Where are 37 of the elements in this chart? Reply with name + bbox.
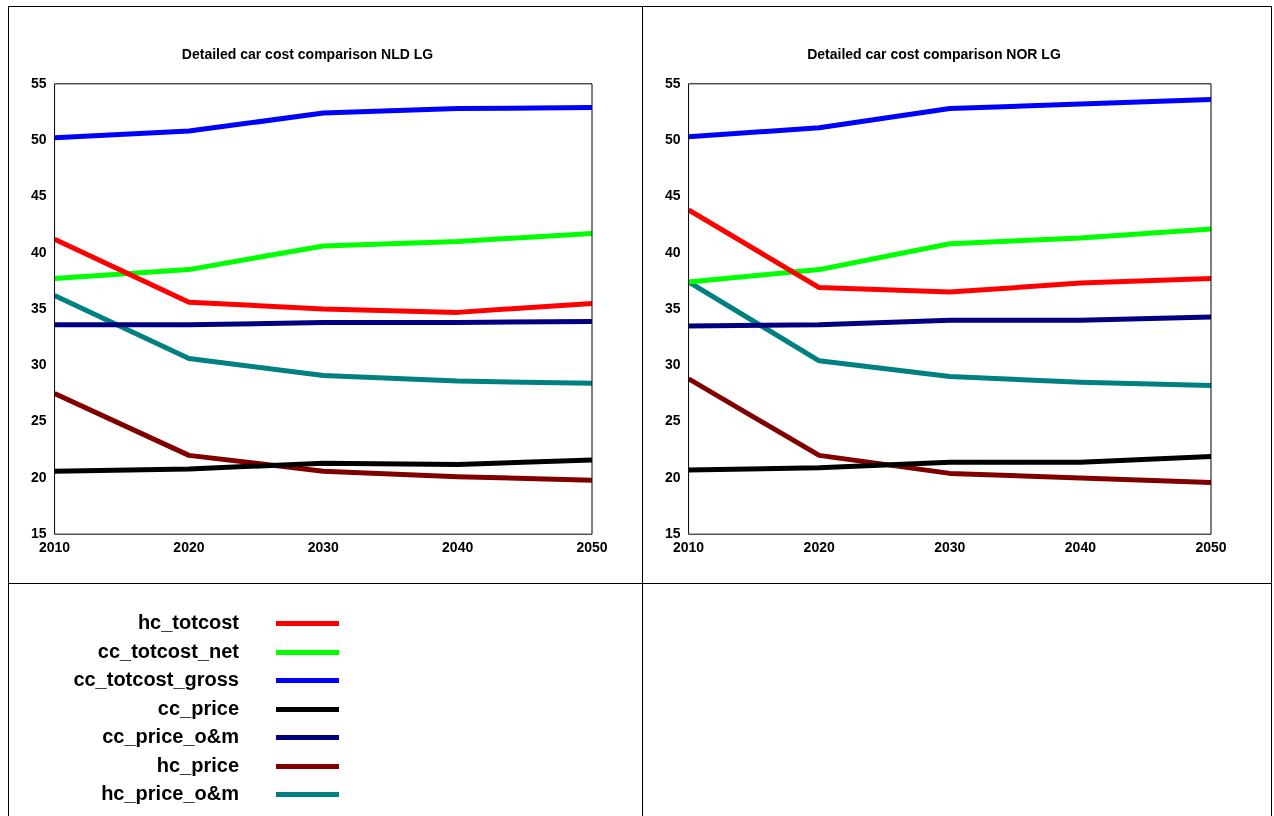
legend-label: cc_totcost_net	[96, 639, 239, 663]
y-tick-label: 50	[664, 130, 681, 147]
legend-label: hc_price_o&m	[100, 782, 239, 805]
y-tick-label: 55	[30, 74, 47, 91]
y-tick-label: 25	[664, 412, 681, 429]
y-tick-label: 35	[30, 299, 47, 316]
y-tick-label: 40	[30, 243, 47, 260]
y-tick-label: 35	[664, 299, 681, 316]
legend-label: cc_price	[156, 696, 239, 720]
y-tick-label: 40	[664, 243, 681, 260]
y-tick-label: 50	[30, 130, 47, 147]
x-tick-label: 2020	[173, 539, 205, 556]
legend-label: hc_price	[155, 753, 239, 777]
y-tick-label: 15	[664, 525, 681, 542]
chart-title: Detailed car cost comparison NOR LG	[807, 46, 1061, 63]
x-tick-label: 2050	[576, 539, 608, 556]
x-tick-label: 2040	[442, 539, 474, 556]
y-tick-label: 30	[30, 356, 47, 373]
x-tick-label: 2030	[307, 539, 340, 556]
legend-label: cc_totcost_gross	[72, 668, 239, 691]
x-tick-label: 2010	[38, 539, 71, 556]
y-tick-label: 55	[664, 74, 681, 91]
legend-label: hc_totcost	[136, 611, 239, 634]
y-tick-label: 45	[664, 187, 681, 204]
x-tick-label: 2040	[1064, 539, 1097, 556]
y-tick-label: 20	[664, 468, 681, 485]
y-tick-label: 30	[664, 356, 681, 373]
y-tick-label: 25	[30, 412, 47, 429]
x-tick-label: 2050	[1195, 539, 1227, 556]
y-tick-label: 15	[30, 525, 47, 542]
legend-label: cc_price_o&m	[101, 725, 239, 748]
y-tick-label: 20	[30, 468, 47, 485]
x-tick-label: 2010	[672, 539, 705, 556]
x-tick-label: 2030	[934, 539, 966, 556]
chart-title: Detailed car cost comparison NLD LG	[181, 46, 434, 63]
y-tick-label: 45	[30, 187, 47, 204]
x-tick-label: 2020	[803, 539, 835, 556]
